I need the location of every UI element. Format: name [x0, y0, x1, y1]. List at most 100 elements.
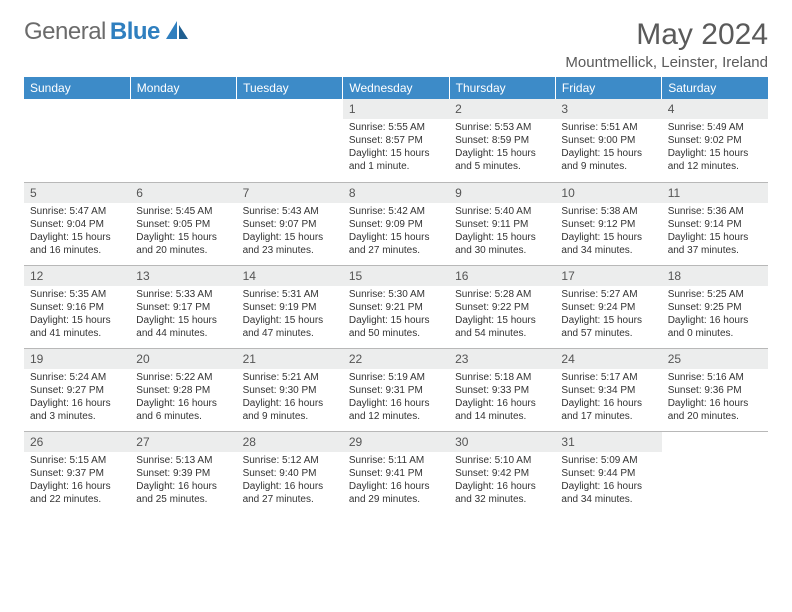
sunrise-text: Sunrise: 5:28 AM	[455, 288, 549, 301]
day-number: 14	[237, 266, 343, 286]
day-number: 1	[343, 99, 449, 119]
sunset-text: Sunset: 9:34 PM	[561, 384, 655, 397]
daylight-text: Daylight: 15 hours and 20 minutes.	[136, 231, 230, 257]
sunset-text: Sunset: 9:36 PM	[668, 384, 762, 397]
sunset-text: Sunset: 9:22 PM	[455, 301, 549, 314]
day-details: Sunrise: 5:42 AMSunset: 9:09 PMDaylight:…	[343, 203, 449, 261]
day-number: 18	[662, 266, 768, 286]
daylight-text: Daylight: 15 hours and 44 minutes.	[136, 314, 230, 340]
calendar-cell: 17Sunrise: 5:27 AMSunset: 9:24 PMDayligh…	[555, 265, 661, 348]
sunset-text: Sunset: 9:41 PM	[349, 467, 443, 480]
calendar-week-row: 19Sunrise: 5:24 AMSunset: 9:27 PMDayligh…	[24, 348, 768, 431]
sunset-text: Sunset: 9:40 PM	[243, 467, 337, 480]
calendar-cell: 11Sunrise: 5:36 AMSunset: 9:14 PMDayligh…	[662, 182, 768, 265]
title-block: May 2024 Mountmellick, Leinster, Ireland	[565, 18, 768, 71]
day-number: 10	[555, 183, 661, 203]
day-details: Sunrise: 5:53 AMSunset: 8:59 PMDaylight:…	[449, 119, 555, 177]
day-number: 17	[555, 266, 661, 286]
day-number: 8	[343, 183, 449, 203]
day-details: Sunrise: 5:19 AMSunset: 9:31 PMDaylight:…	[343, 369, 449, 427]
calendar-cell	[237, 99, 343, 182]
daylight-text: Daylight: 16 hours and 3 minutes.	[30, 397, 124, 423]
calendar-cell: 29 Sunrise: 5:11 AMSunset: 9:41 PMDayligh…	[343, 431, 449, 514]
header: GeneralBlue May 2024 Mountmellick, Leins…	[24, 18, 768, 71]
sunrise-text: Sunrise: 5:21 AM	[243, 371, 337, 384]
sunrise-text: Sunrise: 5:27 AM	[561, 288, 655, 301]
day-details: Sunrise: 5:21 AMSunset: 9:30 PMDaylight:…	[237, 369, 343, 427]
sunset-text: Sunset: 9:24 PM	[561, 301, 655, 314]
calendar-week-row: 12Sunrise: 5:35 AMSunset: 9:16 PMDayligh…	[24, 265, 768, 348]
day-details: Sunrise: 5:31 AMSunset: 9:19 PMDaylight:…	[237, 286, 343, 344]
calendar-cell: 5Sunrise: 5:47 AMSunset: 9:04 PMDaylight…	[24, 182, 130, 265]
day-details: Sunrise: 5:15 AMSunset: 9:37 PMDaylight:…	[24, 452, 130, 510]
day-details: Sunrise: 5:27 AMSunset: 9:24 PMDaylight:…	[555, 286, 661, 344]
sunrise-text: Sunrise: 5:36 AM	[668, 205, 762, 218]
day-details: Sunrise: 5:40 AMSunset: 9:11 PMDaylight:…	[449, 203, 555, 261]
day-details: Sunrise: 5:24 AMSunset: 9:27 PMDaylight:…	[24, 369, 130, 427]
day-details: Sunrise: 5:45 AMSunset: 9:05 PMDaylight:…	[130, 203, 236, 261]
daylight-text: Daylight: 16 hours and 29 minutes.	[349, 480, 443, 506]
sunrise-text: Sunrise: 5:09 AM	[561, 454, 655, 467]
daylight-text: Daylight: 15 hours and 12 minutes.	[668, 147, 762, 173]
sunset-text: Sunset: 9:39 PM	[136, 467, 230, 480]
daylight-text: Daylight: 15 hours and 5 minutes.	[455, 147, 549, 173]
day-number: 29	[343, 432, 449, 452]
sunset-text: Sunset: 9:02 PM	[668, 134, 762, 147]
sunset-text: Sunset: 9:25 PM	[668, 301, 762, 314]
sunrise-text: Sunrise: 5:12 AM	[243, 454, 337, 467]
sunset-text: Sunset: 9:07 PM	[243, 218, 337, 231]
calendar-cell: 18Sunrise: 5:25 AMSunset: 9:25 PMDayligh…	[662, 265, 768, 348]
sunset-text: Sunset: 9:44 PM	[561, 467, 655, 480]
calendar-head: Sunday Monday Tuesday Wednesday Thursday…	[24, 77, 768, 99]
calendar-cell: 4Sunrise: 5:49 AMSunset: 9:02 PMDaylight…	[662, 99, 768, 182]
daylight-text: Daylight: 15 hours and 50 minutes.	[349, 314, 443, 340]
sunrise-text: Sunrise: 5:42 AM	[349, 205, 443, 218]
daylight-text: Daylight: 15 hours and 30 minutes.	[455, 231, 549, 257]
calendar-cell: 20Sunrise: 5:22 AMSunset: 9:28 PMDayligh…	[130, 348, 236, 431]
day-details: Sunrise: 5:33 AMSunset: 9:17 PMDaylight:…	[130, 286, 236, 344]
daylight-text: Daylight: 15 hours and 34 minutes.	[561, 231, 655, 257]
day-number: 21	[237, 349, 343, 369]
calendar-cell: 13Sunrise: 5:33 AMSunset: 9:17 PMDayligh…	[130, 265, 236, 348]
calendar-cell: 26Sunrise: 5:15 AMSunset: 9:37 PMDayligh…	[24, 431, 130, 514]
day-number: 31	[555, 432, 661, 452]
sunrise-text: Sunrise: 5:49 AM	[668, 121, 762, 134]
sunset-text: Sunset: 9:30 PM	[243, 384, 337, 397]
daylight-text: Daylight: 15 hours and 9 minutes.	[561, 147, 655, 173]
daylight-text: Daylight: 15 hours and 23 minutes.	[243, 231, 337, 257]
calendar-cell: 25Sunrise: 5:16 AMSunset: 9:36 PMDayligh…	[662, 348, 768, 431]
weekday-wednesday: Wednesday	[343, 77, 449, 99]
sunset-text: Sunset: 9:27 PM	[30, 384, 124, 397]
day-number: 6	[130, 183, 236, 203]
sunset-text: Sunset: 9:09 PM	[349, 218, 443, 231]
sunrise-text: Sunrise: 5:11 AM	[349, 454, 443, 467]
day-number: 16	[449, 266, 555, 286]
calendar-cell	[24, 99, 130, 182]
day-details: Sunrise: 5:36 AMSunset: 9:14 PMDaylight:…	[662, 203, 768, 261]
sunrise-text: Sunrise: 5:38 AM	[561, 205, 655, 218]
sunset-text: Sunset: 9:17 PM	[136, 301, 230, 314]
weekday-tuesday: Tuesday	[237, 77, 343, 99]
day-details: Sunrise: 5:38 AMSunset: 9:12 PMDaylight:…	[555, 203, 661, 261]
sunrise-text: Sunrise: 5:18 AM	[455, 371, 549, 384]
calendar-cell: 7Sunrise: 5:43 AMSunset: 9:07 PMDaylight…	[237, 182, 343, 265]
sunrise-text: Sunrise: 5:24 AM	[30, 371, 124, 384]
sunset-text: Sunset: 9:05 PM	[136, 218, 230, 231]
calendar-cell: 2Sunrise: 5:53 AMSunset: 8:59 PMDaylight…	[449, 99, 555, 182]
daylight-text: Daylight: 15 hours and 16 minutes.	[30, 231, 124, 257]
calendar-cell: 14Sunrise: 5:31 AMSunset: 9:19 PMDayligh…	[237, 265, 343, 348]
daylight-text: Daylight: 15 hours and 41 minutes.	[30, 314, 124, 340]
sunrise-text: Sunrise: 5:33 AM	[136, 288, 230, 301]
calendar-week-row: 1Sunrise: 5:55 AMSunset: 8:57 PMDaylight…	[24, 99, 768, 182]
calendar-cell: 16Sunrise: 5:28 AMSunset: 9:22 PMDayligh…	[449, 265, 555, 348]
sunrise-text: Sunrise: 5:22 AM	[136, 371, 230, 384]
weekday-friday: Friday	[555, 77, 661, 99]
calendar-cell: 24Sunrise: 5:17 AMSunset: 9:34 PMDayligh…	[555, 348, 661, 431]
month-title: May 2024	[565, 18, 768, 52]
calendar-cell: 1Sunrise: 5:55 AMSunset: 8:57 PMDaylight…	[343, 99, 449, 182]
calendar-table: Sunday Monday Tuesday Wednesday Thursday…	[24, 77, 768, 514]
daylight-text: Daylight: 16 hours and 20 minutes.	[668, 397, 762, 423]
day-details: Sunrise: 5:16 AMSunset: 9:36 PMDaylight:…	[662, 369, 768, 427]
weekday-monday: Monday	[130, 77, 236, 99]
sunrise-text: Sunrise: 5:31 AM	[243, 288, 337, 301]
